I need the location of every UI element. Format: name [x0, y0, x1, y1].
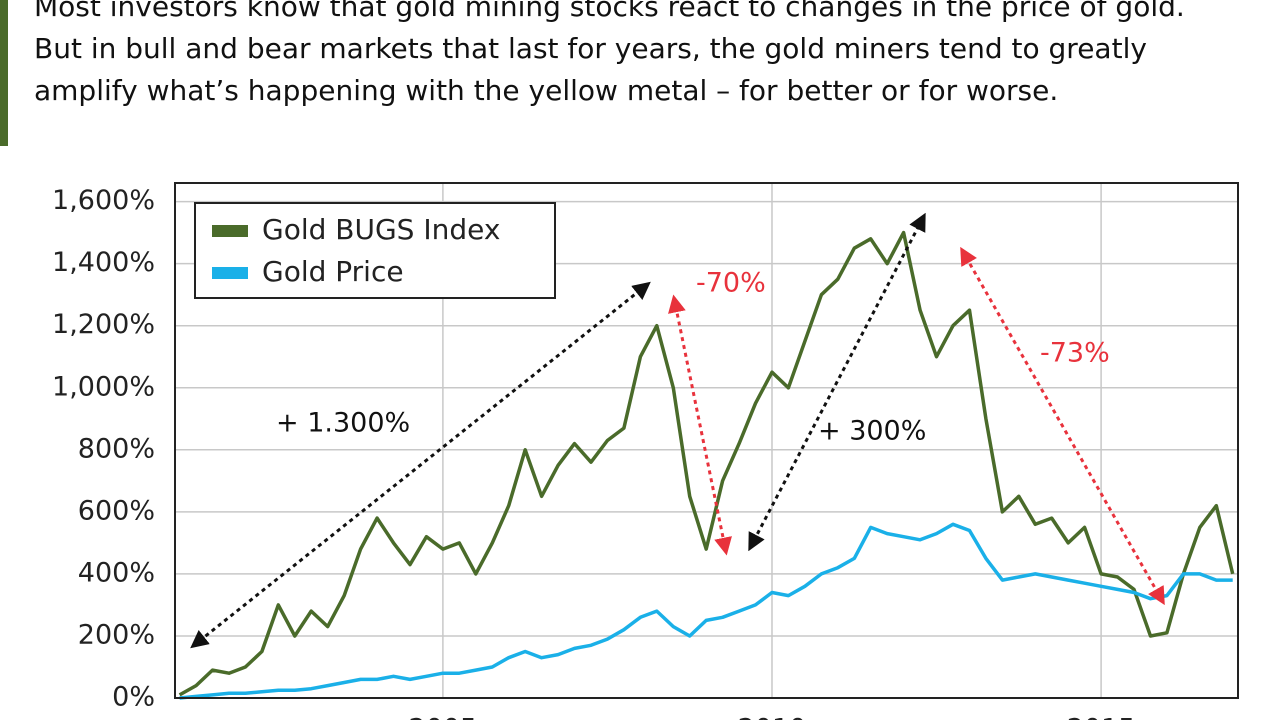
plot-frame [174, 182, 1239, 699]
y-tick-label: 800% [78, 433, 155, 464]
y-tick-label: 400% [78, 557, 155, 588]
x-tick-label: 2005 [409, 714, 478, 720]
y-tick-label: 1,600% [52, 185, 155, 216]
legend-label: Gold BUGS Index [262, 213, 500, 246]
annotation: -70% [696, 268, 766, 299]
y-tick-label: 1,000% [52, 371, 155, 402]
arrow [748, 212, 926, 552]
y-tick-label: 600% [78, 495, 155, 526]
legend: Gold BUGS Index Gold Price [194, 202, 556, 299]
legend-label: Gold Price [262, 255, 404, 288]
arrow [668, 294, 732, 556]
annotation: -73% [1040, 338, 1110, 369]
accent-bar [0, 0, 8, 146]
x-tick-label: 2015 [1067, 714, 1136, 720]
legend-swatch [212, 225, 248, 237]
intro-text: Most investors know that gold mining sto… [34, 0, 1185, 107]
y-tick-label: 0% [112, 682, 155, 713]
legend-swatch [212, 267, 248, 279]
x-tick-label: 2010 [738, 714, 807, 720]
arrows [190, 212, 1165, 649]
legend-box [194, 202, 556, 299]
annotation: + 300% [818, 416, 926, 447]
arrow [960, 246, 1165, 606]
series-line [178, 230, 1235, 697]
y-tick-label: 1,400% [52, 247, 155, 278]
y-tick-label: 200% [78, 619, 155, 650]
annotation: + 1.300% [276, 408, 410, 439]
y-tick-label: 1,200% [52, 309, 155, 340]
arrow [190, 281, 651, 649]
